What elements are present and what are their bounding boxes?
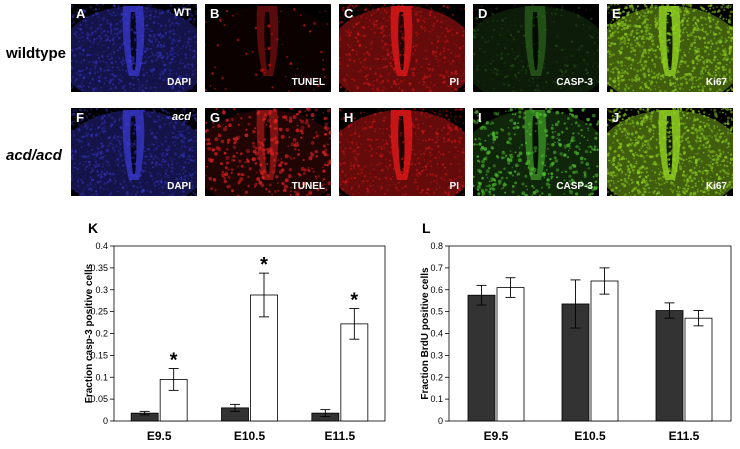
panel-stain-label: PI [449,181,459,192]
panel-letter: J [612,110,620,125]
y-tick-label: 0.7 [430,263,443,273]
bar [684,317,713,422]
row-label-wildtype: wildtype [6,45,67,62]
panel-letter: H [344,110,354,125]
y-tick-label: 0.4 [430,329,443,339]
y-tick-label: 0 [438,416,443,426]
micrograph-panel-j: J Ki67 [607,108,733,196]
micrograph-panel-i: I CASP-3 [473,108,599,196]
micrograph-panel-e: E Ki67 [607,4,733,92]
panel-stain-label: TUNEL [291,181,325,192]
y-axis-label: Fraction casp-3 positive cells [84,263,95,403]
panel-stain-label: CASP-3 [556,181,593,192]
neural-tube-lumen [532,116,539,174]
neural-tube-lumen [130,12,137,70]
x-tick-label: E11.5 [324,429,355,443]
row-label-acd: acd/acd [6,147,62,164]
y-tick-label: 0.1 [95,372,108,382]
panel-letter: G [210,110,221,125]
panel-letter: I [478,110,482,125]
bar [340,323,369,422]
panel-stain-label: Ki67 [705,181,727,192]
y-tick-label: 0.25 [90,307,108,317]
neural-tube-lumen [532,12,539,70]
x-tick-label: E11.5 [669,429,700,443]
significance-star: * [170,350,178,372]
y-tick-label: 0.05 [90,394,108,404]
y-tick-label: 0.4 [95,241,108,251]
y-tick-label: 0.8 [430,241,443,251]
y-tick-label: 0.15 [90,350,108,360]
y-tick-label: 0.1 [430,394,443,404]
bar [590,280,619,422]
panel-stain-label: DAPI [167,181,191,192]
micrograph-panel-f: F acd DAPI [71,108,197,196]
x-tick-label: E10.5 [234,429,266,443]
micrograph-panel-d: D CASP-3 [473,4,599,92]
y-tick-label: 0.2 [430,372,443,382]
y-tick-label: 0.35 [90,263,108,273]
y-tick-label: 0.2 [95,329,108,339]
panel-letter: E [612,6,621,21]
micrograph-panel-b: B TUNEL [205,4,331,92]
y-tick-label: 0.3 [430,350,443,360]
neural-tube-lumen [264,116,271,174]
chart-letter-l: L [422,220,431,236]
panel-stain-label: TUNEL [291,77,325,88]
panel-top-label: acd [172,111,191,123]
panel-top-label: WT [173,7,191,19]
panel-stain-label: DAPI [167,77,191,88]
panel-letter: C [344,6,354,21]
micrograph-panel-c: C PI [339,4,465,92]
bar [496,287,525,422]
y-tick-label: 0 [103,416,108,426]
panel-letter: B [210,6,220,21]
micrograph-panel-a: A WT DAPI [71,4,197,92]
y-tick-label: 0.5 [430,307,443,317]
x-tick-label: E9.5 [147,429,172,443]
bar [655,310,684,422]
panel-stain-label: CASP-3 [556,77,593,88]
x-tick-label: E9.5 [484,429,509,443]
x-tick-label: E10.5 [574,429,606,443]
significance-star: * [350,290,358,312]
chart-l: 0 0.1 0.2 0.3 0.4 0.5 0.6 0.7 0.8 Fraction BrdU p… [420,241,732,443]
panel-letter: D [478,6,488,21]
y-tick-label: 0.6 [430,285,443,295]
micrograph-panel-h: H PI [339,108,465,196]
micrograph-panel-g: G TUNEL [205,108,331,196]
chart-letter-k: K [88,220,99,236]
significance-star: * [260,254,268,276]
panel-letter: A [76,6,86,21]
panel-stain-label: Ki67 [705,77,727,88]
panel-letter: F [76,110,84,125]
y-tick-label: 0.3 [95,285,108,295]
chart-k: 0 0.05 0.1 0.15 0.2 0.25 0.3 0.35 0.4 Fraction ca… [84,241,386,443]
y-axis-label: Fraction BrdU positive cells [420,267,431,400]
panel-stain-label: PI [449,77,459,88]
bar [467,294,496,422]
